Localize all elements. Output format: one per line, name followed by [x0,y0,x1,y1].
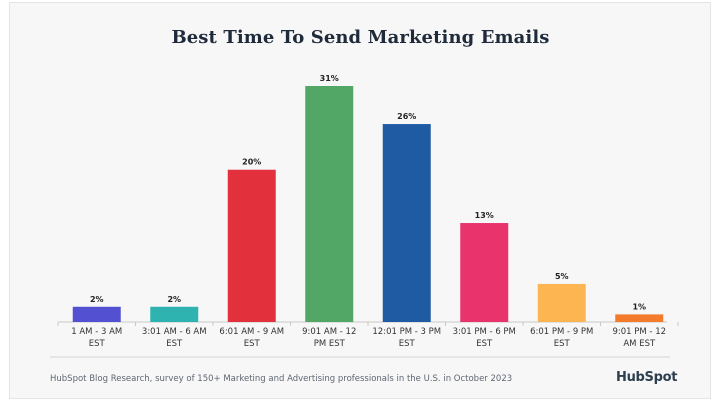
tick-label: EST [89,339,106,349]
tick-label: EST [554,339,571,349]
data-label: 5% [555,272,569,281]
tick-label: 6:01 PM - 9 PM [530,327,593,337]
bar [150,306,199,322]
tick-label: EST [166,339,183,349]
tick-label: 6:01 AM - 9 AM [219,327,284,337]
chart-frame [9,2,711,399]
tick-label: 1 AM - 3 AM [71,327,122,337]
bar [537,283,586,322]
data-label: 31% [320,74,339,83]
data-label: 2% [90,295,104,304]
tick-label: 3:01 PM - 6 PM [453,327,516,337]
bar [460,223,509,322]
tick-label: EST [476,339,493,349]
bar [72,306,121,322]
data-label: 20% [242,158,261,167]
tick-label: PM EST [314,339,346,349]
bar [615,314,664,322]
tick-label: 12:01 PM - 3 PM [372,327,441,337]
source-note: HubSpot Blog Research, survey of 150+ Ma… [50,374,513,384]
bar [382,124,431,322]
tick-label: EST [244,339,261,349]
data-label: 26% [397,112,416,121]
bar [305,86,354,322]
data-label: 2% [167,295,181,304]
bar [227,169,276,322]
chart-title: Best Time To Send Marketing Emails [171,27,550,48]
tick-label: 3:01 AM - 6 AM [142,327,207,337]
tick-label: EST [399,339,416,349]
tick-label: 9:01 PM - 12 [612,327,666,337]
data-label: 13% [475,211,494,220]
tick-label: 9:01 AM - 12 [302,327,356,337]
hubspot-logo: HubSpot [616,370,678,385]
data-label: 1% [632,302,646,311]
tick-label: AM EST [623,339,656,349]
